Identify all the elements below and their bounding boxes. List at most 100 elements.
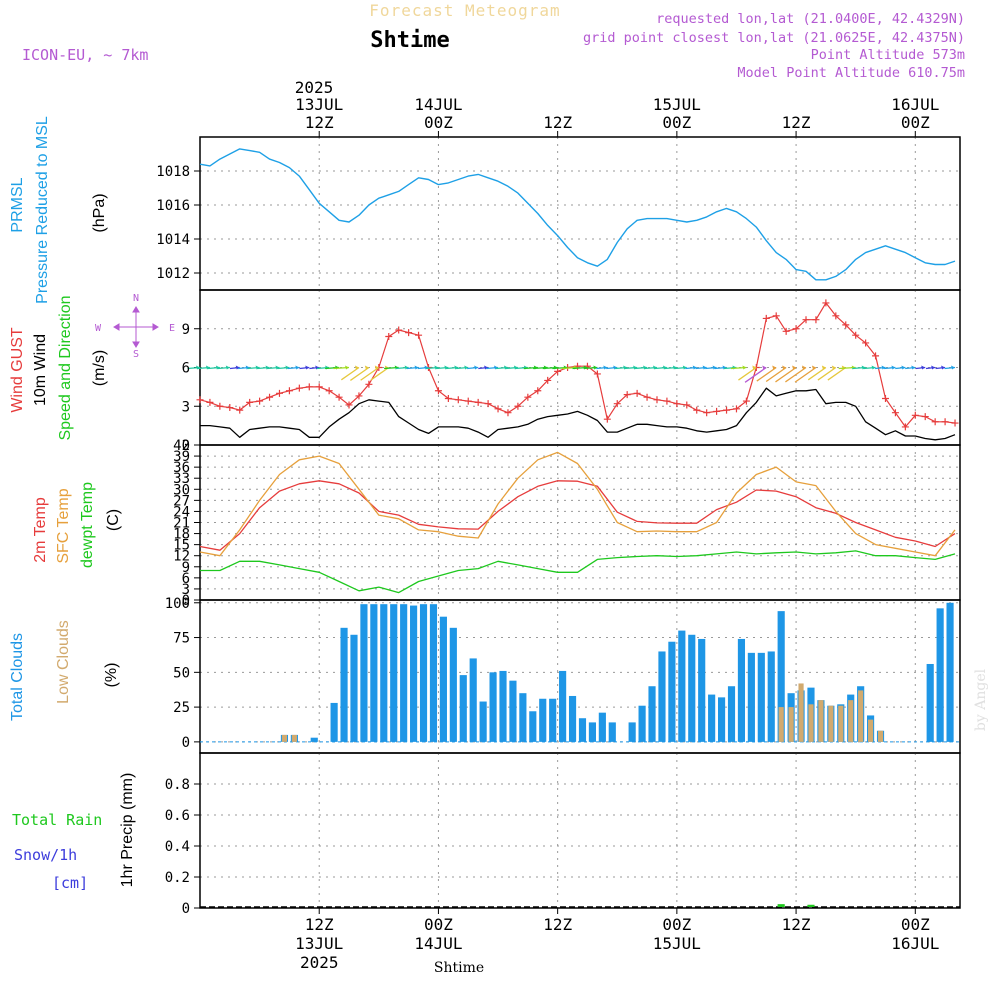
low-cloud-bar xyxy=(818,700,824,742)
gust-marker xyxy=(852,331,860,339)
low-cloud-bar xyxy=(858,690,864,742)
wind-arrow-head xyxy=(831,365,836,370)
y-tick-label: 0 xyxy=(182,593,190,609)
wind-direction-arrow xyxy=(785,366,807,383)
x-tick-label-top-date: 16JUL xyxy=(891,95,939,114)
gust-marker xyxy=(266,393,274,401)
gust-marker xyxy=(643,393,651,401)
compass-n: N xyxy=(133,293,139,304)
x-tick-label-top-time: 12Z xyxy=(782,113,811,132)
wind-label-gust: Wind GUST xyxy=(9,327,26,413)
total-cloud-bar xyxy=(628,722,636,742)
y-tick-label: 39 xyxy=(173,449,190,465)
gust-marker xyxy=(434,387,442,395)
gust-marker xyxy=(832,312,840,320)
watermark: by Angel xyxy=(973,668,989,731)
y-tick-label: 75 xyxy=(173,631,190,647)
gust-marker xyxy=(792,325,800,333)
wind-arrow-head xyxy=(692,365,697,370)
total-cloud-bar xyxy=(390,604,398,742)
gust-marker xyxy=(484,400,492,408)
x-tick-label-bottom: 00Z xyxy=(662,915,691,934)
y-tick-label: 1016 xyxy=(156,198,190,214)
total-cloud-bar xyxy=(370,604,378,742)
wind-arrow-head xyxy=(285,365,290,370)
total-cloud-bar xyxy=(489,672,497,742)
gust-marker xyxy=(285,387,293,395)
total-cloud-bar xyxy=(757,652,765,742)
wind-arrow-head xyxy=(861,365,866,370)
wind-arrow-head xyxy=(494,365,499,370)
compass-w: W xyxy=(95,323,102,334)
wind-arrow-head xyxy=(464,365,469,370)
total-cloud-bar xyxy=(400,604,408,742)
wind-arrow-head xyxy=(941,365,946,370)
wind-arrow-head xyxy=(265,365,270,370)
low-cloud-bar xyxy=(868,719,874,742)
y-tick-label: 3 xyxy=(182,399,190,415)
total-cloud-bar xyxy=(529,711,537,742)
wind-direction-arrow xyxy=(738,366,757,381)
total-cloud-bar xyxy=(767,651,775,742)
compass-rose-icon xyxy=(113,306,159,348)
y-tick-label: 0 xyxy=(182,901,190,917)
wind-arrow-head xyxy=(295,365,300,370)
precip-legend-rain: Total Rain xyxy=(12,811,102,829)
gust-marker xyxy=(305,383,313,391)
total-cloud-bar xyxy=(648,686,656,742)
wind-arrow-head xyxy=(762,365,767,370)
x-tick-label-bottom: 15JUL xyxy=(653,934,701,953)
gust-marker xyxy=(921,413,929,421)
gust-marker xyxy=(862,339,870,347)
y-tick-label: 27 xyxy=(173,493,190,509)
total-cloud-bar xyxy=(668,641,676,742)
total-cloud-bar xyxy=(578,718,587,742)
gust-marker xyxy=(782,327,790,335)
total-cloud-bar xyxy=(717,697,726,742)
gust-marker xyxy=(226,404,234,412)
gust-marker xyxy=(683,401,691,409)
gust-marker xyxy=(732,405,740,413)
y-tick-label: 9 xyxy=(182,560,190,576)
gust-marker xyxy=(504,409,512,417)
wind-arrow-head xyxy=(931,365,936,370)
total-cloud-bar xyxy=(678,630,686,742)
gust-marker xyxy=(653,396,661,404)
wind-arrow-head xyxy=(245,365,250,370)
total-cloud-bar xyxy=(747,652,755,742)
gust-marker xyxy=(812,316,820,324)
precip-legend-unit: [cm] xyxy=(52,874,88,892)
x-tick-label-bottom: 16JUL xyxy=(891,934,939,953)
y-tick-label: 100 xyxy=(165,596,190,612)
wind-arrow-head xyxy=(374,365,379,370)
total-cloud-bar xyxy=(568,695,577,742)
clouds-label-low: Low Clouds xyxy=(55,620,72,704)
y-tick-label: 25 xyxy=(173,700,190,716)
wind-arrow-head xyxy=(921,365,926,370)
wind-arrow-head xyxy=(782,365,787,370)
gust-marker xyxy=(216,402,224,410)
total-cloud-bar xyxy=(549,698,557,742)
total-cloud-bar xyxy=(459,675,467,742)
wind-direction-arrow xyxy=(370,366,390,381)
y-tick-label: 0 xyxy=(182,438,190,454)
total-cloud-bar xyxy=(658,651,666,742)
wind-arrow-head xyxy=(623,365,628,370)
compass-e: E xyxy=(169,323,175,334)
wind-arrow-head xyxy=(752,365,757,370)
wind-arrow-head xyxy=(593,365,598,370)
total-cloud-bar xyxy=(429,604,438,742)
pressure-unit: (hPa) xyxy=(91,193,108,232)
wind-arrow-head xyxy=(603,365,608,370)
x-tick-label-bottom: 14JUL xyxy=(414,934,462,953)
total-cloud-bar xyxy=(499,670,507,742)
y-tick-label: 3 xyxy=(182,582,190,598)
y-tick-label: 24 xyxy=(173,504,190,520)
wind-direction-arrow xyxy=(765,366,787,383)
gust-marker xyxy=(395,326,403,334)
clouds-label-total: Total Clouds xyxy=(9,633,26,721)
gust-marker xyxy=(355,392,363,400)
total-cloud-bar xyxy=(698,638,706,742)
low-cloud-bar xyxy=(798,683,804,742)
wind-arrow-head xyxy=(513,365,518,370)
